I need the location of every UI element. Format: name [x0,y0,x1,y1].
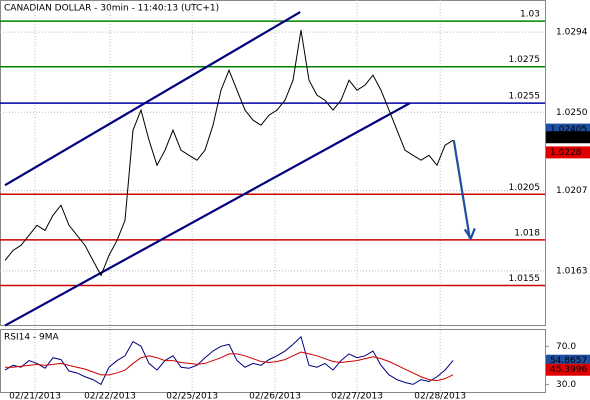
trend-line [4,102,411,327]
x-tick-label: 02/22/2013 [84,392,136,400]
x-tick-label: 02/26/2013 [249,392,301,400]
main-frame [0,0,546,326]
level-label: 1.018 [514,228,540,238]
y-tick-label: 1.0207 [556,186,588,196]
trend-line [452,139,471,239]
price-tag-label: 45.3996 [550,365,587,375]
level-label: 1.0155 [509,274,541,284]
price-line [4,29,454,277]
price-tag [546,146,590,159]
y-tick-label: 30.0 [556,380,576,390]
price-line [4,335,454,386]
level-label: 1.0255 [509,92,541,102]
rsi-frame [0,329,546,393]
price-tag-label: 54.8657 [550,356,587,366]
trend-line [4,11,301,187]
price-tag [546,354,590,367]
rsi-title: RSI14 - 9MA [4,333,60,343]
price-tag [546,363,590,376]
price-line [5,351,454,382]
y-tick-label: 1.0163 [556,266,588,276]
price-tag-label: 1.0228 [550,148,582,158]
x-tick-label: 02/27/2013 [331,392,383,400]
level-label: 1.0275 [509,55,541,65]
price-tag-label: 1.02363 [550,133,587,143]
x-tick-label: 02/21/2013 [9,392,61,400]
price-tag [546,131,590,144]
price-tag-label: 1.02405 [550,125,587,135]
level-label: 1.0205 [509,183,541,193]
y-tick-label: 1.0294 [556,28,588,38]
y-tick-label: 1.0250 [556,108,588,118]
chart-title: CANADIAN DOLLAR - 30min - 11:40:13 (UTC+… [4,4,219,14]
level-label: 1.03 [520,10,540,20]
arrow-head [463,228,476,241]
x-tick-label: 02/25/2013 [166,392,218,400]
x-tick-label: 02/28/2013 [414,392,466,400]
y-tick-label: 70.0 [556,342,576,352]
